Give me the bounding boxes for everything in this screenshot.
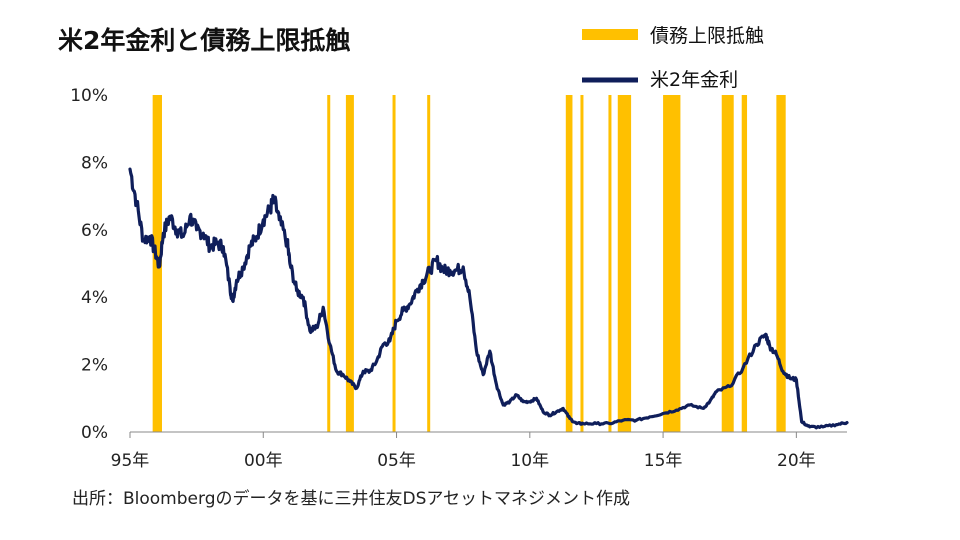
y-tick-label: 0%: [81, 423, 108, 443]
y-tick-label: 2%: [81, 356, 108, 376]
debt-ceiling-band-7: [580, 95, 584, 432]
debt-ceiling-band-10: [663, 95, 681, 432]
debt-ceiling-band-5: [427, 95, 431, 432]
debt-ceiling-band-4: [392, 95, 396, 432]
debt-ceiling-bands: [152, 95, 786, 432]
debt-ceiling-band-2: [327, 95, 331, 432]
x-tick-label: 00年: [244, 451, 283, 471]
x-tick-label: 05年: [377, 451, 416, 471]
debt-ceiling-band-8: [608, 95, 612, 432]
legend-swatch-debt-ceiling: [582, 29, 638, 40]
y-tick-label: 10%: [70, 86, 108, 106]
y-tick-label: 8%: [81, 153, 108, 173]
x-tick-label: 20年: [777, 451, 816, 471]
source-note: 出所：Bloombergのデータを基に三井住友DSアセットマネジメント作成: [72, 488, 630, 509]
legend: 債務上限抵触 米2年金利: [582, 25, 764, 91]
debt-ceiling-band-6: [565, 95, 573, 432]
x-tick-label: 10年: [510, 451, 549, 471]
debt-ceiling-band-11: [721, 95, 734, 432]
legend-label-2y-rate: 米2年金利: [650, 69, 738, 91]
debt-ceiling-band-13: [776, 95, 786, 432]
chart-title: 米2年金利と債務上限抵触: [58, 26, 350, 55]
debt-ceiling-band-3: [345, 95, 354, 432]
series-line-2y-rate: [128, 167, 849, 430]
y-tick-label: 4%: [81, 288, 108, 308]
axes: 95年 00年 05年 10年 15年 20年 0% 2% 4% 6% 8% 10%: [70, 86, 847, 471]
y-tick-label: 6%: [81, 221, 108, 241]
x-tick-label: 15年: [644, 451, 683, 471]
legend-label-debt-ceiling: 債務上限抵触: [650, 25, 764, 47]
debt-ceiling-band-9: [617, 95, 632, 432]
x-tick-label: 95年: [111, 451, 150, 471]
series-group: [128, 167, 849, 430]
debt-ceiling-band-12: [741, 95, 748, 432]
